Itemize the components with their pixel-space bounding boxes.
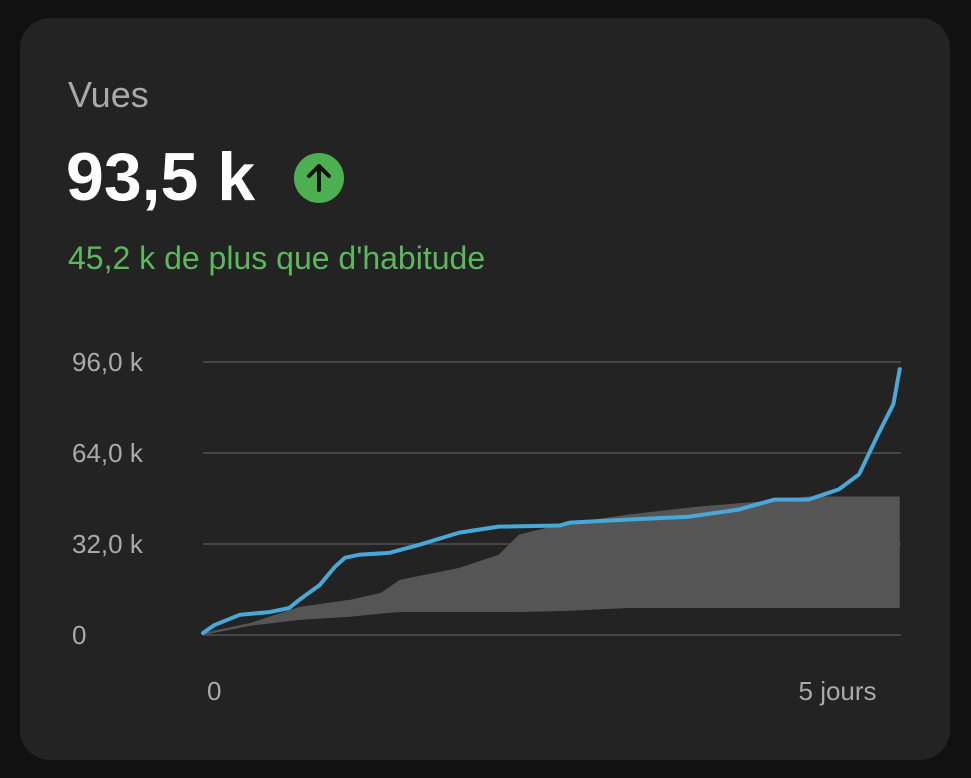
views-line bbox=[201, 367, 902, 636]
y-tick-label: 64,0 k bbox=[72, 438, 144, 468]
x-tick-label: 5 jours bbox=[799, 676, 877, 706]
y-tick-label: 0 bbox=[72, 620, 86, 650]
subtitle: 45,2 k de plus que d'habitude bbox=[68, 240, 485, 276]
plot: 0 32,0 k 64,0 k 96,0 k 0 5 jours bbox=[72, 347, 902, 706]
y-tick-label: 96,0 k bbox=[72, 347, 144, 377]
trend-up-icon bbox=[294, 153, 344, 203]
typical-range-band bbox=[203, 496, 900, 635]
x-tick-label: 0 bbox=[207, 676, 221, 706]
total: 93,5 k bbox=[66, 139, 255, 215]
y-tick-label: 32,0 k bbox=[72, 529, 144, 559]
card bbox=[20, 18, 950, 760]
title: Vues bbox=[68, 74, 149, 115]
